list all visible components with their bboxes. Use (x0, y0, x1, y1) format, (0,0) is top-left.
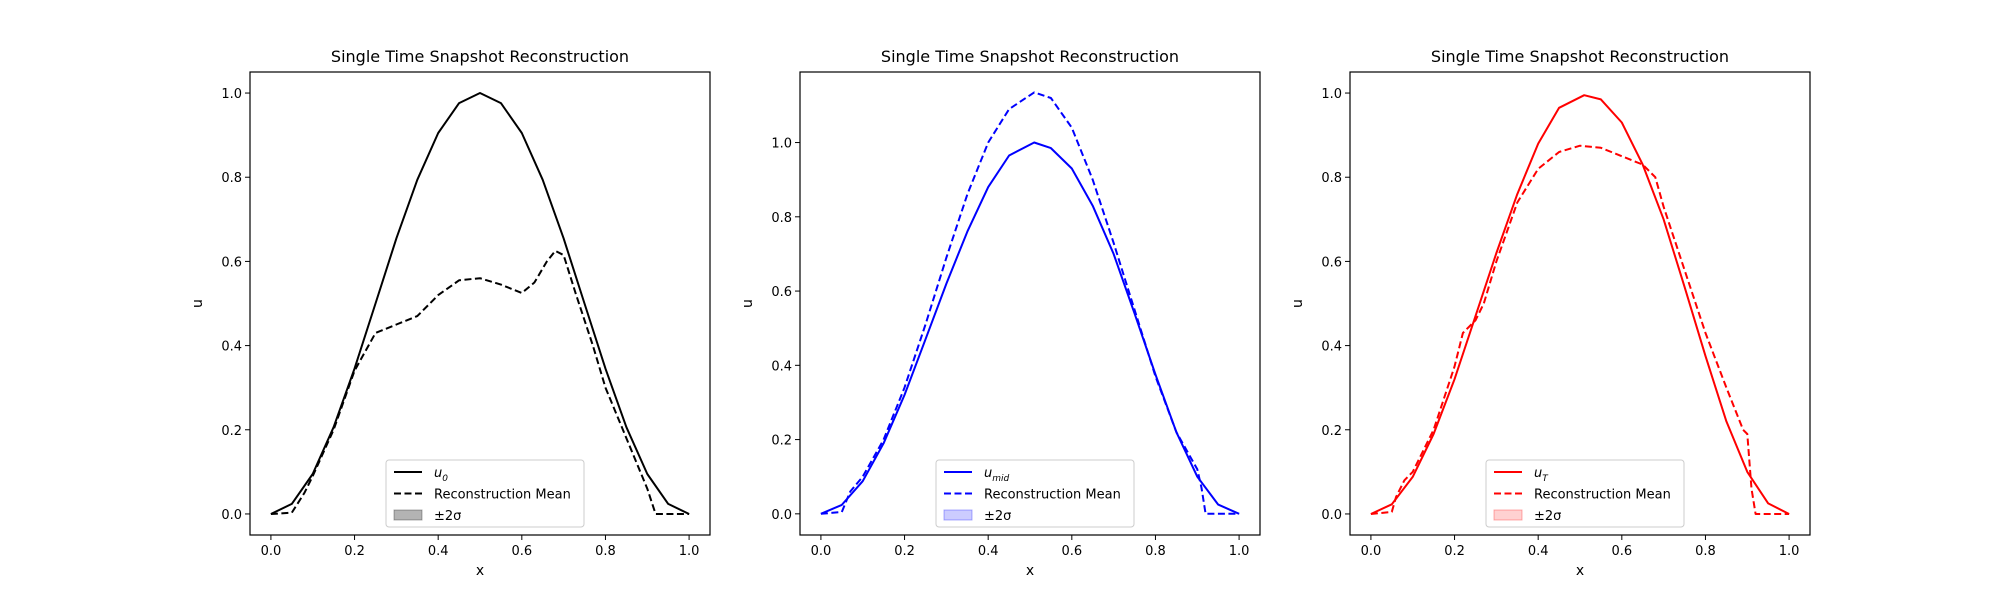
chart-title: Single Time Snapshot Reconstruction (1431, 47, 1729, 66)
y-tick-label: 0.6 (1321, 255, 1342, 270)
y-tick-label: 0.4 (221, 340, 242, 355)
y-tick-label: 0.6 (221, 255, 242, 270)
y-tick-label: 0.0 (1321, 508, 1342, 523)
y-tick-label: 0.2 (1321, 424, 1342, 439)
x-tick-label: 0.6 (1061, 544, 1082, 559)
x-tick-label: 0.6 (1611, 544, 1632, 559)
legend-label: ±2σ (984, 509, 1011, 524)
legend-label: Reconstruction Mean (984, 488, 1121, 503)
legend-label-text: Reconstruction Mean (1534, 488, 1671, 503)
legend-label-text: ±2σ (984, 509, 1011, 524)
y-tick-label: 1.0 (771, 137, 792, 152)
y-axis-label: u (1290, 299, 1306, 308)
y-tick-label: 0.6 (771, 285, 792, 300)
y-axis-label: u (190, 299, 206, 308)
y-axis-label: u (740, 299, 756, 308)
x-tick-label: 0.8 (595, 544, 616, 559)
y-tick-label: 0.4 (1321, 340, 1342, 355)
legend-label: Reconstruction Mean (434, 488, 571, 503)
y-tick-label: 0.8 (221, 171, 242, 186)
legend-label-text: u (984, 466, 992, 481)
plot-frame (1349, 71, 1811, 536)
y-tick-label: 0.0 (221, 508, 242, 523)
y-tick-label: 1.0 (1321, 87, 1342, 102)
legend-label-text: Reconstruction Mean (434, 488, 571, 503)
x-tick-label: 0.8 (1695, 544, 1716, 559)
y-tick-label: 0.2 (221, 424, 242, 439)
reconstruction-mean-line (820, 91, 1240, 515)
legend-box (1485, 459, 1685, 528)
plot-frame (249, 71, 711, 536)
legend-label-text: Reconstruction Mean (984, 488, 1121, 503)
legend-patch-sigma (393, 509, 423, 521)
legend-label: u0 (434, 466, 448, 484)
true-solution-line (820, 141, 1240, 515)
x-tick-label: 0.0 (1361, 544, 1382, 559)
x-tick-label: 0.4 (428, 544, 449, 559)
true-solution-line (270, 92, 690, 515)
legend: umid Reconstruction Mean ±2σ (935, 459, 1135, 528)
legend: u0 Reconstruction Mean ±2σ (385, 459, 585, 528)
x-tick-label: 0.0 (811, 544, 832, 559)
x-axis-label: x (476, 563, 484, 579)
x-tick-label: 0.2 (344, 544, 365, 559)
legend: uT Reconstruction Mean ±2σ (1485, 459, 1685, 528)
legend-box (935, 459, 1135, 528)
legend-label: ±2σ (434, 509, 461, 524)
plot-frame (799, 71, 1261, 536)
legend-label: Reconstruction Mean (1534, 488, 1671, 503)
y-tick-label: 1.0 (221, 87, 242, 102)
legend-patch-sigma (943, 509, 973, 521)
legend-label-text: ±2σ (434, 509, 461, 524)
x-tick-label: 1.0 (1779, 544, 1800, 559)
x-tick-label: 0.8 (1145, 544, 1166, 559)
y-tick-label: 0.8 (1321, 171, 1342, 186)
reconstruction-mean-line (270, 249, 690, 515)
true-solution-line (1370, 94, 1790, 515)
x-tick-label: 0.4 (978, 544, 999, 559)
y-tick-label: 0.4 (771, 359, 792, 374)
x-tick-label: 0.2 (1444, 544, 1465, 559)
legend-label-subscript: 0 (442, 474, 448, 484)
legend-label: ±2σ (1534, 509, 1561, 524)
x-tick-label: 0.6 (511, 544, 532, 559)
legend-label: umid (984, 466, 1010, 484)
legend-box (385, 459, 585, 528)
legend-label-text: ±2σ (1534, 509, 1561, 524)
legend-label-text: u (1534, 466, 1542, 481)
x-tick-label: 1.0 (1229, 544, 1250, 559)
x-tick-label: 0.0 (261, 544, 282, 559)
chart-title: Single Time Snapshot Reconstruction (331, 47, 629, 66)
x-tick-label: 1.0 (679, 544, 700, 559)
chart-panel-3: Single Time Snapshot Reconstruction 0.0 0.… (1290, 47, 1811, 579)
reconstruction-mean-line (1370, 144, 1790, 515)
legend-patch-sigma (1493, 509, 1523, 521)
y-tick-label: 0.2 (771, 434, 792, 449)
chart-panel-1: Single Time Snapshot Reconstruction 0.0 0.… (190, 47, 711, 579)
chart-title: Single Time Snapshot Reconstruction (881, 47, 1179, 66)
chart-panel-2: Single Time Snapshot Reconstruction 0.0 0.… (740, 47, 1261, 579)
x-tick-label: 0.2 (894, 544, 915, 559)
x-axis-label: x (1576, 563, 1584, 579)
legend-label-text: u (434, 466, 442, 481)
x-axis-label: x (1026, 563, 1034, 579)
x-tick-label: 0.4 (1528, 544, 1549, 559)
legend-label-subscript: T (1542, 474, 1549, 484)
y-tick-label: 0.0 (771, 508, 792, 523)
legend-label: uT (1534, 466, 1549, 484)
legend-label-subscript: mid (992, 474, 1009, 484)
y-tick-label: 0.8 (771, 211, 792, 226)
